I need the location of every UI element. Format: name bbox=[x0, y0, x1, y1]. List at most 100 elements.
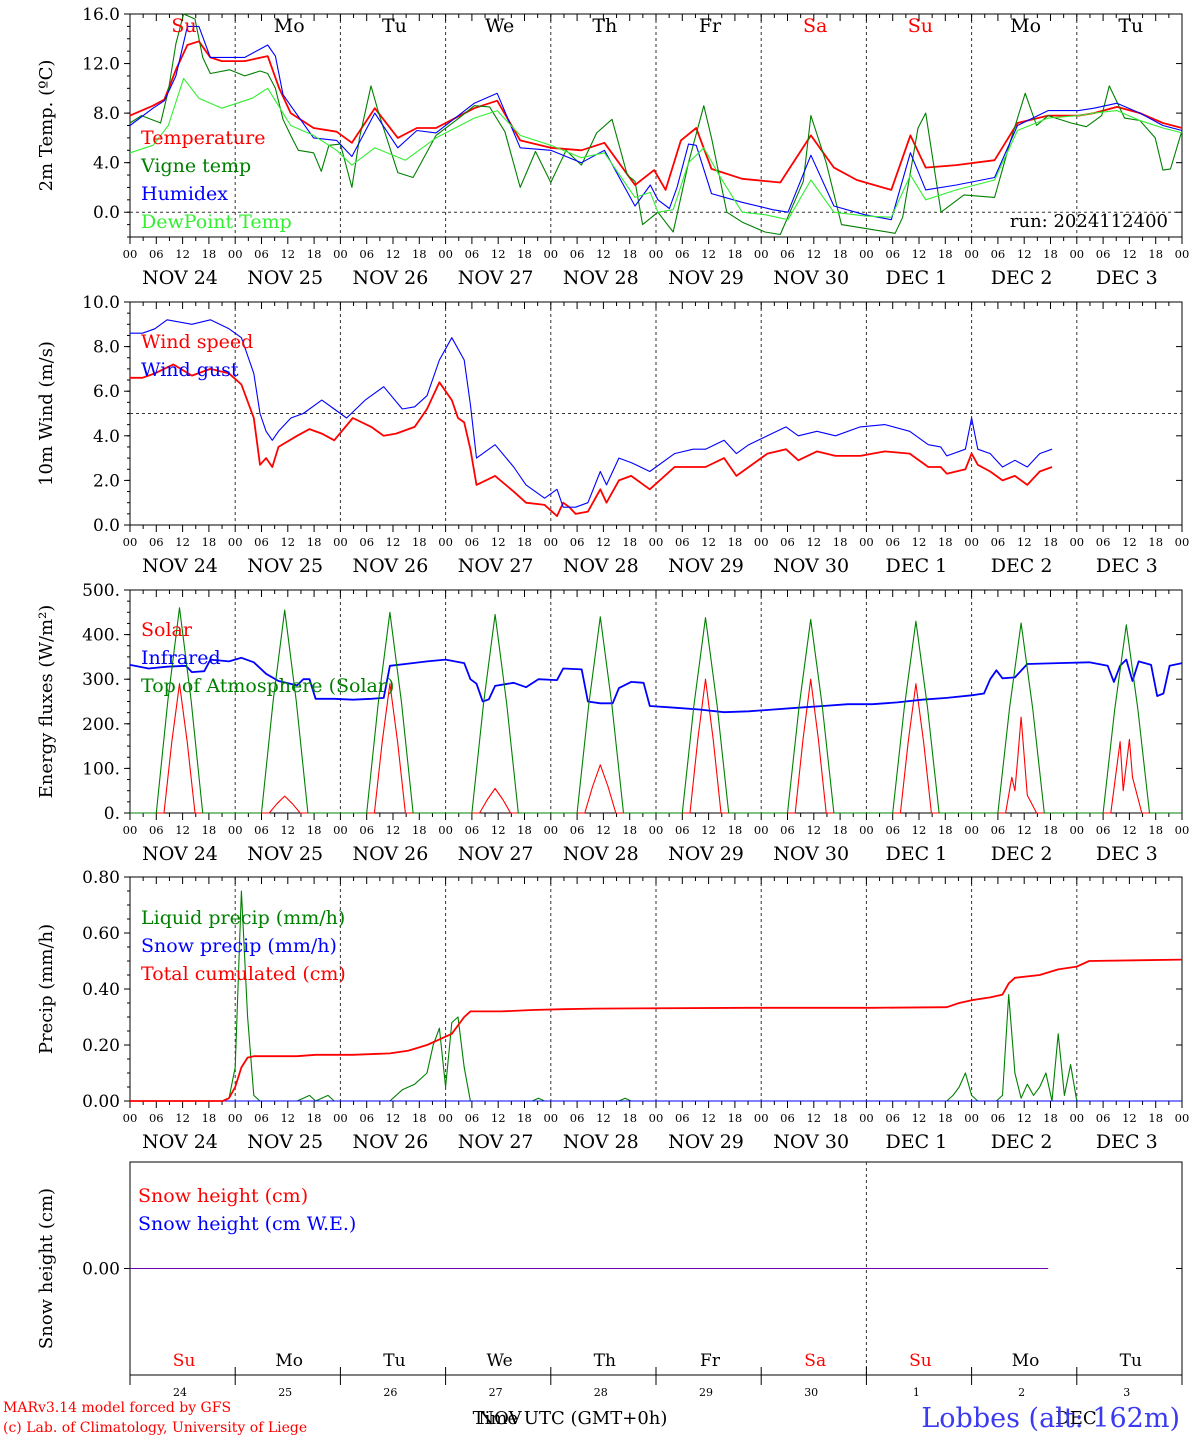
hour-tick-label: 18 bbox=[833, 535, 848, 549]
x-axis-month-overlay-right: DEC bbox=[1055, 1408, 1096, 1429]
y-tick-label: 0.0 bbox=[93, 516, 120, 536]
hour-tick-label: 12 bbox=[491, 1111, 506, 1125]
y-tick-label: 12.0 bbox=[82, 55, 120, 75]
y-tick-label: 0. bbox=[104, 804, 120, 824]
date-label: NOV 30 bbox=[773, 1131, 849, 1153]
hour-tick-label: 12 bbox=[1122, 823, 1137, 837]
legend-entry: Total cumulated (cm) bbox=[141, 963, 346, 985]
hour-tick-label: 06 bbox=[570, 247, 585, 261]
day-name-bottom: We bbox=[487, 1351, 513, 1371]
hour-tick-label: 06 bbox=[570, 823, 585, 837]
date-label: NOV 27 bbox=[458, 267, 534, 289]
y-tick-label: 300. bbox=[82, 670, 120, 690]
hour-tick-label: 12 bbox=[701, 247, 716, 261]
day-name: We bbox=[485, 15, 514, 37]
date-label: NOV 26 bbox=[352, 1131, 428, 1153]
hour-tick-label: 00 bbox=[438, 535, 453, 549]
y-axis-label: 2m Temp. (ºC) bbox=[36, 60, 57, 192]
hour-tick-label: 00 bbox=[964, 1111, 979, 1125]
hour-tick-label: 06 bbox=[675, 247, 690, 261]
hour-tick-label: 12 bbox=[701, 823, 716, 837]
legend-entry: Wind gust bbox=[141, 359, 239, 381]
day-name: Su bbox=[171, 15, 196, 37]
hour-tick-label: 18 bbox=[938, 535, 953, 549]
series-line-temperature bbox=[129, 40, 1183, 191]
hour-tick-label: 18 bbox=[833, 247, 848, 261]
hour-tick-label: 00 bbox=[754, 823, 769, 837]
hour-tick-label: 12 bbox=[386, 1111, 401, 1125]
hour-tick-label: 06 bbox=[149, 247, 164, 261]
y-tick-label: 4.0 bbox=[93, 154, 120, 174]
hour-tick-label: 00 bbox=[649, 535, 664, 549]
y-tick-label: 0.20 bbox=[82, 1036, 120, 1056]
hour-tick-label: 12 bbox=[175, 535, 190, 549]
day-name: Sa bbox=[803, 15, 827, 37]
date-label: DEC 3 bbox=[1096, 267, 1158, 289]
date-label: NOV 27 bbox=[458, 1131, 534, 1153]
hour-tick-label: 12 bbox=[386, 823, 401, 837]
day-name: Tu bbox=[1118, 15, 1143, 37]
date-label: DEC 3 bbox=[1096, 843, 1158, 865]
day-name: Mo bbox=[274, 15, 305, 37]
hour-tick-label: 12 bbox=[175, 1111, 190, 1125]
hour-tick-label: 00 bbox=[1175, 823, 1190, 837]
hour-tick-label: 06 bbox=[359, 535, 374, 549]
panel-4 bbox=[124, 876, 1183, 1108]
day-name-bottom: Mo bbox=[1012, 1351, 1040, 1371]
date-label: NOV 28 bbox=[563, 843, 639, 865]
date-label: NOV 29 bbox=[668, 1131, 744, 1153]
hour-tick-label: 18 bbox=[517, 823, 532, 837]
hour-tick-label: 06 bbox=[465, 1111, 480, 1125]
y-tick-label: 8.0 bbox=[93, 104, 120, 124]
hour-tick-label: 18 bbox=[202, 535, 217, 549]
hour-tick-label: 00 bbox=[754, 535, 769, 549]
hour-tick-label: 18 bbox=[202, 247, 217, 261]
hour-tick-label: 06 bbox=[254, 535, 269, 549]
hour-tick-label: 18 bbox=[728, 247, 743, 261]
hour-tick-label: 06 bbox=[675, 1111, 690, 1125]
y-axis-label: 10m Wind (m/s) bbox=[36, 341, 57, 486]
series-line-wind-speed bbox=[130, 363, 1053, 517]
hour-tick-label: 06 bbox=[885, 823, 900, 837]
hour-tick-label: 06 bbox=[149, 823, 164, 837]
hour-tick-label: 12 bbox=[175, 823, 190, 837]
hour-tick-label: 06 bbox=[1096, 535, 1111, 549]
hour-tick-label: 12 bbox=[596, 535, 611, 549]
credits: MARv3.14 model forced by GFS (c) Lab. of… bbox=[3, 1398, 307, 1438]
hour-tick-label: 18 bbox=[202, 1111, 217, 1125]
hour-tick-label: 18 bbox=[622, 1111, 637, 1125]
day-number: 29 bbox=[699, 1386, 713, 1399]
legend-entry: Snow height (cm W.E.) bbox=[138, 1213, 356, 1235]
day-number: 1 bbox=[913, 1386, 920, 1399]
y-tick-label: 4.0 bbox=[93, 427, 120, 447]
hour-tick-label: 12 bbox=[1017, 247, 1032, 261]
y-tick-label: 16.0 bbox=[82, 5, 120, 25]
date-label: DEC 3 bbox=[1096, 1131, 1158, 1153]
date-label: NOV 26 bbox=[352, 843, 428, 865]
hour-tick-label: 06 bbox=[359, 1111, 374, 1125]
hour-tick-label: 12 bbox=[596, 1111, 611, 1125]
day-number: 26 bbox=[383, 1386, 397, 1399]
hour-tick-label: 00 bbox=[543, 535, 558, 549]
date-label: NOV 26 bbox=[352, 555, 428, 577]
day-name: Th bbox=[592, 15, 617, 37]
hour-tick-label: 00 bbox=[123, 247, 138, 261]
hour-tick-label: 00 bbox=[1069, 247, 1084, 261]
hour-tick-label: 00 bbox=[333, 247, 348, 261]
hour-tick-label: 00 bbox=[333, 1111, 348, 1125]
hour-tick-label: 12 bbox=[806, 535, 821, 549]
hour-tick-label: 12 bbox=[806, 823, 821, 837]
hour-tick-label: 12 bbox=[175, 247, 190, 261]
hour-tick-label: 06 bbox=[254, 823, 269, 837]
hour-tick-label: 06 bbox=[359, 247, 374, 261]
date-label: DEC 2 bbox=[991, 1131, 1053, 1153]
series-line-top-of-atmosphere-solar bbox=[130, 607, 1182, 814]
day-name-bottom: Tu bbox=[1120, 1351, 1142, 1371]
credit-model: MARv3.14 model forced by GFS bbox=[3, 1400, 232, 1416]
date-label: DEC 2 bbox=[991, 267, 1053, 289]
hour-tick-label: 12 bbox=[1017, 823, 1032, 837]
hour-tick-label: 00 bbox=[859, 1111, 874, 1125]
hour-tick-label: 18 bbox=[622, 823, 637, 837]
hour-tick-label: 18 bbox=[1148, 247, 1163, 261]
day-name: Mo bbox=[1010, 15, 1041, 37]
